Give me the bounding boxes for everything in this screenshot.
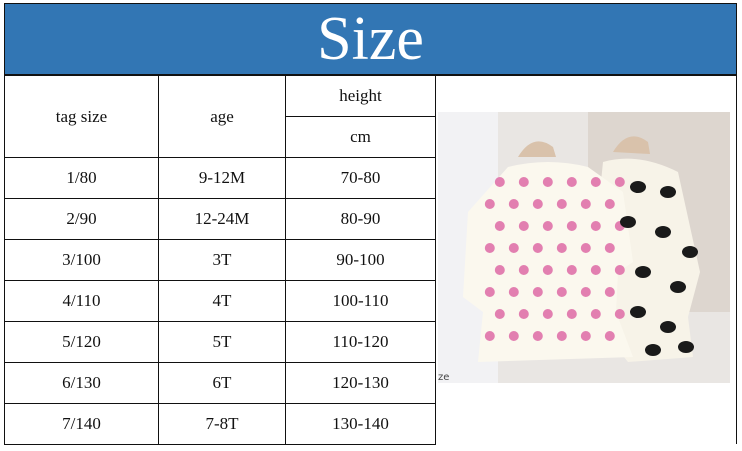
cell-age: 7-8T	[158, 403, 286, 445]
table-row: 4/110 4T 100-110	[4, 280, 436, 322]
cell-tag: 1/80	[4, 157, 159, 199]
cell-height: 120-130	[285, 362, 436, 404]
header-unit: cm	[285, 116, 436, 158]
svg-text:ze: ze	[438, 372, 449, 383]
cell-tag: 6/130	[4, 362, 159, 404]
header-tag-size: tag size	[4, 75, 159, 158]
cell-height: 110-120	[285, 321, 436, 363]
cell-age: 9-12M	[158, 157, 286, 199]
cell-height: 100-110	[285, 280, 436, 322]
table-row: 2/90 12-24M 80-90	[4, 198, 436, 240]
cell-height: 130-140	[285, 403, 436, 445]
cell-age: 6T	[158, 362, 286, 404]
product-photo-dresses-icon: ze	[438, 112, 730, 383]
table-row: 6/130 6T 120-130	[4, 362, 436, 404]
page-title: Size	[317, 5, 424, 73]
cell-age: 4T	[158, 280, 286, 322]
cell-height: 80-90	[285, 198, 436, 240]
size-banner: Size	[4, 3, 737, 75]
cell-tag: 3/100	[4, 239, 159, 281]
header-height: height	[285, 75, 436, 117]
size-table: tag size age height cm 1/80 9-12M 70-80 2/9…	[4, 75, 436, 445]
table-row: 7/140 7-8T 130-140	[4, 403, 436, 445]
product-photo: ze	[438, 112, 730, 383]
cell-age: 5T	[158, 321, 286, 363]
table-row: 1/80 9-12M 70-80	[4, 157, 436, 199]
header-age: age	[158, 75, 286, 158]
table-row: 3/100 3T 90-100	[4, 239, 436, 281]
cell-age: 3T	[158, 239, 286, 281]
cell-tag: 7/140	[4, 403, 159, 445]
cell-tag: 2/90	[4, 198, 159, 240]
table-row: 5/120 5T 110-120	[4, 321, 436, 363]
cell-age: 12-24M	[158, 198, 286, 240]
cell-height: 70-80	[285, 157, 436, 199]
cell-tag: 4/110	[4, 280, 159, 322]
photo-cell	[435, 75, 737, 444]
cell-height: 90-100	[285, 239, 436, 281]
cell-tag: 5/120	[4, 321, 159, 363]
